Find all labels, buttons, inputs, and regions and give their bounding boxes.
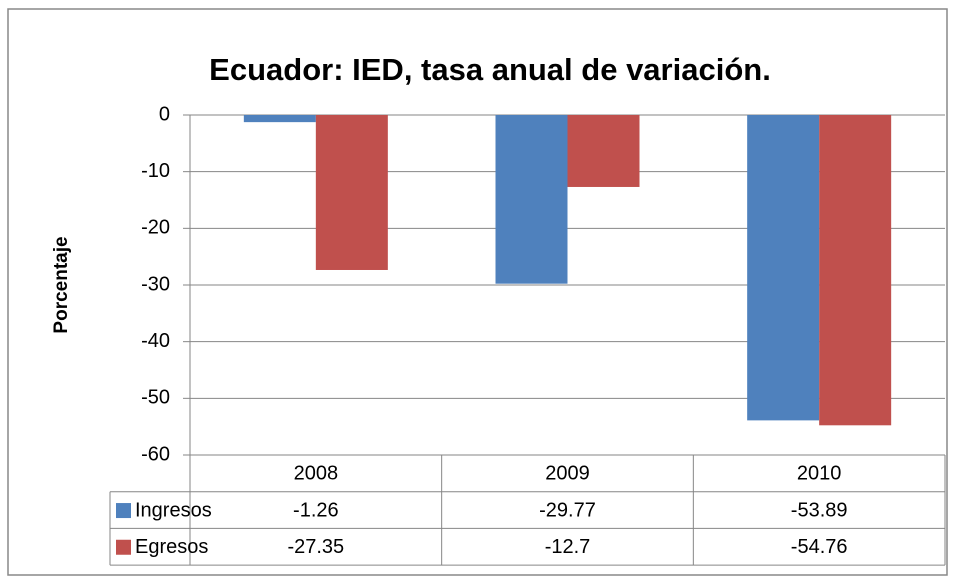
- x-tick-label: 2008: [294, 463, 339, 485]
- table-value: -53.89: [791, 499, 848, 521]
- table-value: -29.77: [539, 499, 596, 521]
- bar: [243, 115, 316, 123]
- x-tick-label: 2010: [797, 463, 842, 485]
- table-value: -1.26: [293, 499, 339, 521]
- table-value: -27.35: [287, 536, 344, 558]
- y-tick-label: -50: [141, 387, 170, 409]
- x-tick-label: 2009: [545, 463, 590, 485]
- table-value: -54.76: [791, 536, 848, 558]
- chart-title: Ecuador: IED, tasa anual de variación.: [209, 52, 771, 87]
- bar: [495, 115, 568, 284]
- y-tick-label: -60: [141, 443, 170, 465]
- y-tick-label: -30: [141, 273, 170, 295]
- bar: [819, 115, 892, 426]
- legend-label: Ingresos: [135, 499, 212, 521]
- y-tick-label: 0: [159, 103, 170, 125]
- legend-swatch: [116, 539, 131, 555]
- y-tick-label: -40: [141, 330, 170, 352]
- y-axis-label: Porcentaje: [51, 236, 72, 333]
- bar: [747, 115, 820, 421]
- y-tick-label: -20: [141, 217, 170, 239]
- legend-label: Egresos: [135, 536, 208, 558]
- table-value: -12.7: [545, 536, 591, 558]
- bar: [315, 115, 388, 270]
- y-tick-label: -10: [141, 160, 170, 182]
- bar: [567, 115, 640, 187]
- legend-swatch: [116, 503, 131, 519]
